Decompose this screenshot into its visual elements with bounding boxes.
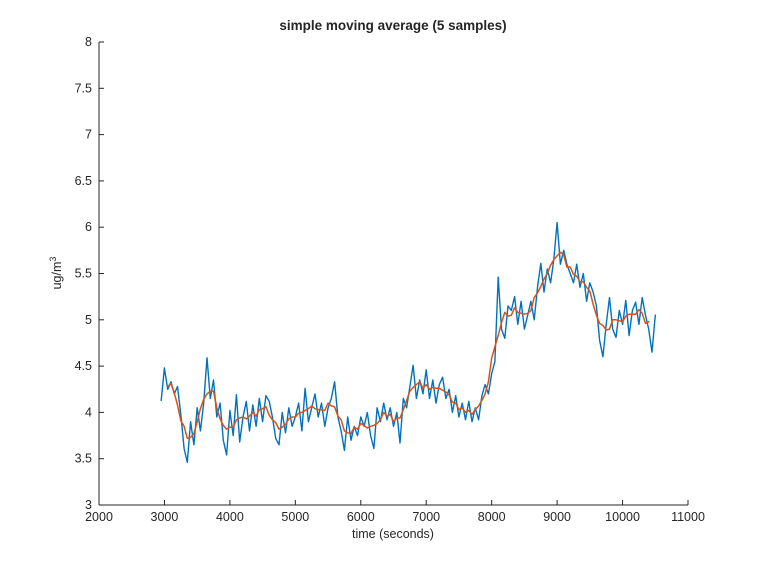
- x-tick-label: 9000: [543, 510, 571, 524]
- y-axis-label-exponent: 3: [48, 257, 58, 262]
- chart-title: simple moving average (5 samples): [279, 18, 506, 33]
- x-tick-label: 5000: [281, 510, 309, 524]
- axes: 2000 3000 4000 5000 6000 7000 8000 9000 10000 110…: [75, 35, 705, 524]
- x-tick-label: 8000: [478, 510, 506, 524]
- y-axis-label-base: ug/m: [50, 262, 64, 290]
- y-tick-label: 8: [85, 35, 92, 49]
- y-tick-label: 4: [85, 405, 92, 419]
- x-tick-label: 6000: [347, 510, 375, 524]
- y-tick-label: 3.5: [75, 452, 92, 466]
- moving-average-line: [166, 251, 650, 440]
- y-tick-label: 4.5: [75, 359, 92, 373]
- y-tick-label: 7.5: [75, 81, 92, 95]
- y-tick-label: 3: [85, 498, 92, 512]
- y-tick-label: 5.5: [75, 267, 92, 281]
- x-tick-label: 10000: [605, 510, 640, 524]
- y-tick-label: 5: [85, 313, 92, 327]
- x-tick-label: 2000: [85, 510, 113, 524]
- raw-series-line: [160, 221, 656, 464]
- x-tick-label: 11000: [671, 510, 705, 524]
- x-tick-label: 3000: [151, 510, 179, 524]
- y-tick-label: 7: [85, 128, 92, 142]
- y-axis-label: ug/m3: [48, 257, 64, 290]
- x-axis-label: time (seconds): [352, 527, 434, 541]
- plot-area: [160, 221, 656, 464]
- x-tick-label: 4000: [216, 510, 244, 524]
- x-tick-label: 7000: [412, 510, 440, 524]
- y-tick-label: 6: [85, 220, 92, 234]
- y-tick-label: 6.5: [75, 174, 92, 188]
